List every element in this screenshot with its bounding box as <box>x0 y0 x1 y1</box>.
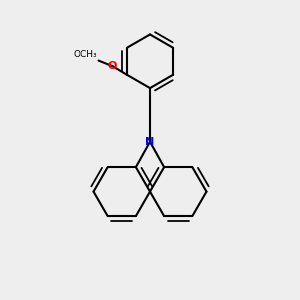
Text: N: N <box>146 137 154 147</box>
Text: OCH₃: OCH₃ <box>74 50 97 59</box>
Text: O: O <box>108 61 117 71</box>
